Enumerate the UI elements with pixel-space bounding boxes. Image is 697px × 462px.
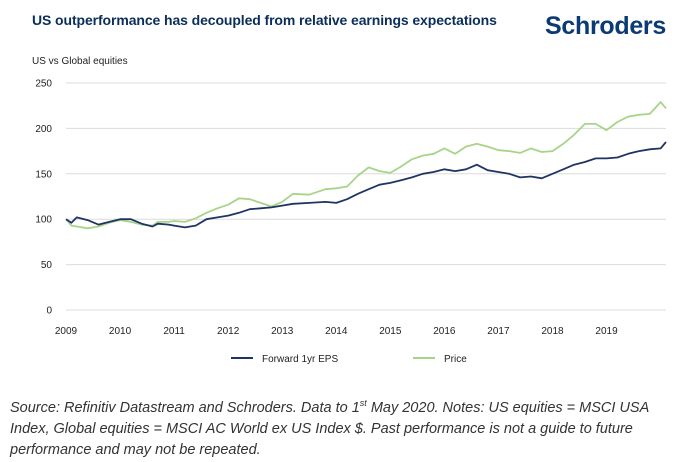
x-tick-label: 2014 <box>325 326 348 337</box>
y-tick-label: 200 <box>35 124 52 135</box>
y-tick-label: 150 <box>35 169 52 180</box>
series-lines <box>65 101 667 230</box>
x-tick-label: 2015 <box>379 326 402 337</box>
schroders-logo: Schroders <box>545 12 666 40</box>
x-tick-label: 2012 <box>217 326 240 337</box>
y-tick-label: 100 <box>35 215 52 226</box>
legend-price-label: Price <box>444 354 467 365</box>
y-axis-label: US vs Global equities <box>32 56 128 67</box>
y-axis-ticks: 0 50 100 150 200 250 <box>35 79 52 317</box>
y-tick-label: 250 <box>35 79 52 90</box>
series-line-price <box>65 101 667 230</box>
x-tick-label: 2009 <box>55 326 78 337</box>
source-footnote: Source: Refinitiv Datastream and Schrode… <box>10 393 690 461</box>
footnote-part2: May 2020. Notes: US equities = MSCI USA … <box>10 399 649 458</box>
footnote-superscript: st <box>359 398 367 408</box>
series-line-forward-eps <box>65 141 667 229</box>
chart-title: US outperformance has decoupled from rel… <box>32 12 497 28</box>
x-tick-label: 2013 <box>271 326 294 337</box>
x-tick-label: 2016 <box>433 326 456 337</box>
x-tick-label: 2010 <box>109 326 132 337</box>
x-tick-label: 2017 <box>487 326 510 337</box>
legend: Forward 1yr EPS Price <box>231 354 467 365</box>
x-tick-label: 2011 <box>163 326 185 337</box>
y-tick-label: 50 <box>41 260 53 271</box>
x-tick-label: 2019 <box>595 326 618 337</box>
legend-eps-label: Forward 1yr EPS <box>262 354 338 365</box>
gridlines <box>66 82 666 311</box>
x-tick-label: 2018 <box>541 326 564 337</box>
line-chart: 0 50 100 150 200 250 2009 2010 2011 2012 2013 2014… <box>35 79 667 365</box>
y-tick-label: 0 <box>46 306 52 317</box>
footnote-part1: Source: Refinitiv Datastream and Schrode… <box>10 399 360 416</box>
x-axis-ticks: 2009 2010 2011 2012 2013 2014 2015 2016 2017 2018… <box>55 326 618 337</box>
